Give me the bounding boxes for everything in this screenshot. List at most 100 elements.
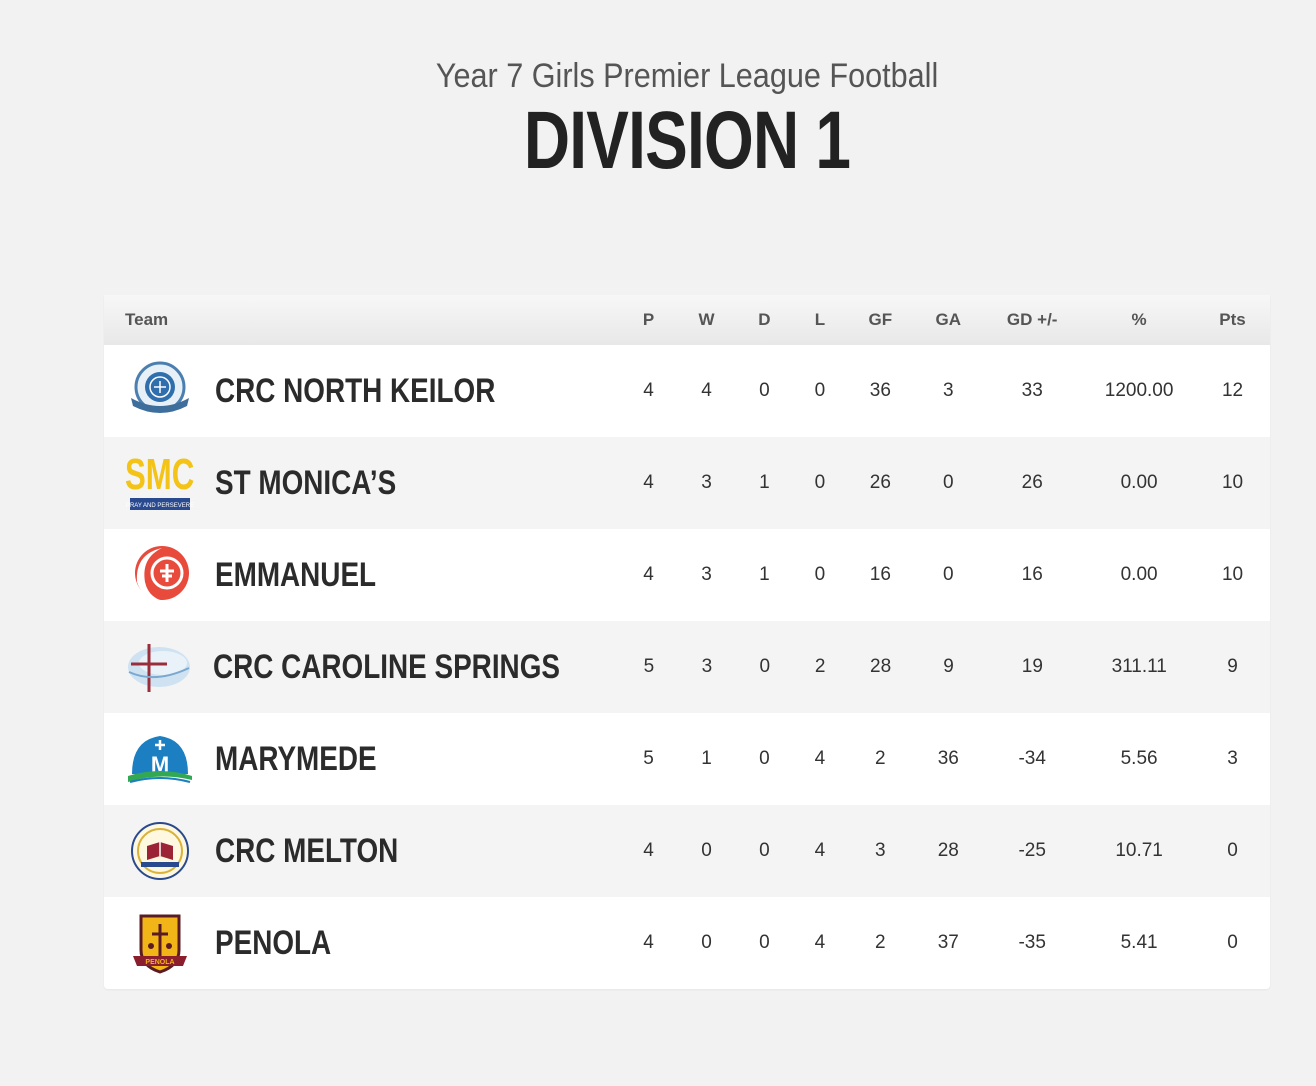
cell-played: 4: [643, 472, 654, 493]
page-title: DIVISION 1: [523, 95, 851, 186]
col-header-team[interactable]: Team: [125, 310, 169, 329]
svg-text:PENOLA: PENOLA: [145, 959, 174, 966]
cell-goals-against: 0: [942, 472, 954, 493]
team-name[interactable]: CRC NORTH KEILOR: [215, 371, 496, 410]
cell-points: 10: [1221, 472, 1244, 493]
cell-played: 5: [643, 656, 655, 677]
col-header-points[interactable]: Pts: [1219, 310, 1246, 329]
cell-goals-against: 36: [937, 748, 959, 769]
cell-points: 10: [1221, 564, 1244, 585]
page-header: Year 7 Girls Premier League Football DIV…: [0, 56, 1316, 184]
cell-won: 0: [701, 932, 712, 953]
table-header: Team P W D L GF GA GD +/- % Pts: [104, 295, 1270, 345]
col-header-played[interactable]: P: [642, 310, 655, 329]
table-row[interactable]: CRC NORTH KEILOR 4 4 0 0 36 3 33 1200.00 12: [104, 345, 1270, 437]
crc-melton-logo: [125, 816, 195, 886]
cell-goals-against: 3: [942, 380, 954, 401]
cell-won: 1: [701, 748, 712, 769]
cell-goals-for: 36: [869, 380, 891, 401]
cell-drawn: 1: [759, 564, 770, 585]
cell-percentage: 0.00: [1120, 564, 1158, 585]
col-header-goals-against[interactable]: GA: [935, 310, 962, 329]
cell-goals-against: 0: [942, 564, 954, 585]
team-name[interactable]: PENOLA: [215, 923, 332, 962]
cell-points: 0: [1227, 932, 1238, 953]
cell-drawn: 0: [759, 840, 770, 861]
standings-table: Team P W D L GF GA GD +/- % Pts CRC NORT…: [104, 295, 1270, 989]
cell-played: 4: [643, 932, 654, 953]
table-row[interactable]: CRC CAROLINE SPRINGS 5 3 0 2 28 9 19 311.11 9: [104, 621, 1270, 713]
cell-played: 4: [643, 380, 654, 401]
cell-percentage: 10.71: [1115, 840, 1163, 861]
cell-goals-against: 9: [943, 656, 954, 677]
cell-lost: 4: [814, 748, 826, 769]
cell-lost: 0: [814, 564, 826, 585]
col-header-goal-difference[interactable]: GD +/-: [1006, 310, 1058, 329]
cell-won: 3: [701, 656, 713, 677]
cell-goal-difference: 33: [1021, 380, 1043, 401]
team-name[interactable]: ST MONICA’S: [215, 463, 397, 502]
svg-text:PRAY AND PERSEVERE: PRAY AND PERSEVERE: [126, 503, 194, 509]
page-subtitle: Year 7 Girls Premier League Football: [435, 57, 939, 95]
col-header-drawn[interactable]: D: [758, 310, 771, 329]
cell-goals-against: 37: [937, 932, 959, 953]
cell-goal-difference: 19: [1021, 656, 1043, 677]
cell-goal-difference: -34: [1018, 748, 1046, 769]
table-body: CRC NORTH KEILOR 4 4 0 0 36 3 33 1200.00 12 SMC P…: [104, 345, 1270, 989]
svg-text:SMC: SMC: [126, 451, 194, 499]
team-name[interactable]: MARYMEDE: [215, 739, 377, 778]
table-row[interactable]: EMMANUEL 4 3 1 0 16 0 16 0.00 10: [104, 529, 1270, 621]
cell-goal-difference: -25: [1018, 840, 1046, 861]
col-header-won[interactable]: W: [698, 310, 715, 329]
team-cell[interactable]: CRC NORTH KEILOR: [104, 356, 619, 426]
marymede-logo: M: [125, 724, 195, 794]
cell-percentage: 1200.00: [1104, 380, 1174, 401]
team-name[interactable]: CRC MELTON: [215, 831, 399, 870]
svg-text:M: M: [151, 752, 169, 777]
table-row[interactable]: CRC MELTON 4 0 0 4 3 28 -25 10.71 0: [104, 805, 1270, 897]
cell-goals-for: 3: [875, 840, 886, 861]
cell-lost: 0: [814, 380, 826, 401]
cell-goals-against: 28: [937, 840, 959, 861]
cell-won: 4: [701, 380, 712, 401]
cell-lost: 0: [814, 472, 826, 493]
col-header-goals-for[interactable]: GF: [868, 310, 893, 329]
cell-goals-for: 2: [875, 932, 886, 953]
cell-points: 12: [1221, 380, 1244, 401]
cell-goals-for: 2: [875, 748, 886, 769]
cell-played: 5: [643, 748, 654, 769]
st-monicas-logo: SMC PRAY AND PERSEVERE: [125, 448, 195, 518]
team-cell[interactable]: CRC MELTON: [104, 816, 619, 886]
crc-north-keilor-logo: [125, 356, 195, 426]
table-row[interactable]: SMC PRAY AND PERSEVERE ST MONICA’S 4 3 1 0 26…: [104, 437, 1270, 529]
cell-drawn: 1: [759, 472, 770, 493]
team-name[interactable]: EMMANUEL: [215, 555, 377, 594]
cell-goal-difference: 26: [1021, 472, 1043, 493]
cell-points: 9: [1227, 656, 1238, 677]
team-cell[interactable]: SMC PRAY AND PERSEVERE ST MONICA’S: [104, 448, 619, 518]
cell-won: 3: [701, 472, 712, 493]
cell-goals-for: 16: [869, 564, 891, 585]
cell-drawn: 0: [759, 748, 770, 769]
cell-drawn: 0: [759, 656, 771, 677]
penola-logo: PENOLA: [125, 908, 195, 978]
cell-played: 4: [643, 564, 654, 585]
col-header-lost[interactable]: L: [814, 310, 826, 329]
cell-goal-difference: -35: [1018, 932, 1046, 953]
team-cell[interactable]: EMMANUEL: [104, 540, 619, 610]
cell-lost: 4: [814, 840, 826, 861]
table-row[interactable]: M MARYMEDE 5 1 0 4 2 36 -34 5.56 3: [104, 713, 1270, 805]
cell-goals-for: 26: [869, 472, 891, 493]
team-name[interactable]: CRC CAROLINE SPRINGS: [213, 647, 560, 686]
cell-percentage: 5.41: [1120, 932, 1158, 953]
crc-caroline-springs-logo: [125, 632, 193, 702]
cell-percentage: 311.11: [1111, 656, 1167, 677]
cell-drawn: 0: [759, 380, 770, 401]
table-row[interactable]: PENOLA PENOLA 4 0 0 4 2 37 -35 5.41 0: [104, 897, 1270, 989]
team-cell[interactable]: PENOLA PENOLA: [104, 908, 619, 978]
cell-lost: 2: [814, 656, 826, 677]
team-cell[interactable]: M MARYMEDE: [104, 724, 619, 794]
col-header-percentage[interactable]: %: [1131, 310, 1147, 329]
team-cell[interactable]: CRC CAROLINE SPRINGS: [104, 632, 619, 702]
cell-drawn: 0: [759, 932, 770, 953]
